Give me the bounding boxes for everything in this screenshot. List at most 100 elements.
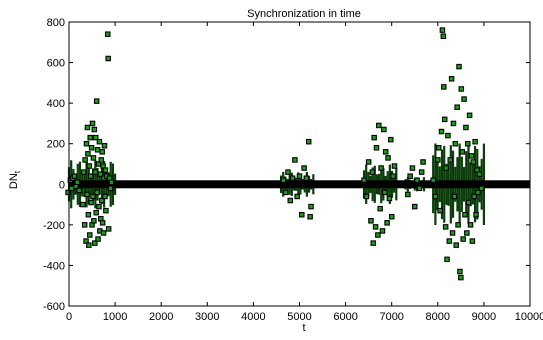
data-point — [460, 236, 466, 242]
data-point — [376, 122, 382, 129]
data-point — [81, 222, 88, 228]
x-tick-label: 9000 — [472, 311, 496, 323]
data-point — [102, 193, 108, 200]
x-tick-label: 7000 — [379, 311, 403, 323]
data-point — [465, 199, 472, 206]
data-point — [92, 134, 99, 141]
data-point — [280, 177, 287, 183]
data-point — [86, 232, 93, 238]
data-point — [100, 230, 107, 236]
data-point — [453, 242, 459, 248]
data-point — [381, 126, 387, 133]
data-point — [94, 147, 101, 153]
y-tick-label: 0 — [59, 179, 65, 191]
x-tick-label: 1000 — [103, 311, 127, 323]
data-point — [81, 169, 87, 175]
data-point — [289, 175, 296, 181]
data-point — [86, 163, 93, 169]
y-axis-label-subscript: t — [13, 170, 22, 173]
data-point — [93, 98, 100, 104]
data-point — [420, 159, 426, 165]
y-tick-label: -600 — [43, 301, 65, 313]
y-axis: -600 -400 -200 0 200 400 600 800 — [43, 17, 530, 313]
data-point — [405, 191, 411, 198]
data-point — [363, 193, 370, 200]
y-tick-label: -200 — [43, 220, 65, 232]
chart-title: Synchronization in time — [247, 8, 361, 20]
data-point — [99, 220, 106, 226]
x-tick-label: 8000 — [426, 311, 450, 323]
data-point — [65, 189, 71, 196]
data-point — [452, 140, 459, 147]
data-point — [305, 138, 312, 145]
data-point — [88, 199, 94, 206]
data-point — [441, 84, 447, 90]
data-point — [435, 145, 442, 151]
data-point — [459, 149, 465, 155]
y-axis-label: DNt — [8, 170, 22, 189]
data-point — [95, 236, 101, 242]
data-point — [390, 173, 396, 179]
data-point — [438, 128, 445, 135]
data-point — [454, 104, 460, 110]
data-point — [391, 163, 398, 169]
data-point — [92, 169, 99, 175]
data-point — [465, 140, 471, 147]
data-point — [382, 189, 388, 196]
data-point — [102, 167, 109, 173]
data-point — [299, 211, 305, 218]
data-point — [74, 179, 81, 186]
data-point — [83, 140, 90, 147]
x-tick-label: 6000 — [333, 311, 357, 323]
data-point — [369, 169, 376, 175]
data-point — [407, 173, 413, 179]
data-point — [94, 189, 100, 196]
data-point — [301, 165, 307, 171]
data-point — [98, 157, 105, 163]
y-tick-label: -400 — [43, 260, 65, 272]
data-point — [104, 31, 111, 37]
data-point — [411, 203, 418, 210]
data-point — [377, 205, 383, 212]
data-point — [103, 207, 109, 214]
y-tick-label: 200 — [47, 139, 65, 151]
data-point — [476, 171, 483, 177]
data-point — [444, 256, 450, 263]
data-point — [461, 96, 467, 102]
data-point — [296, 173, 303, 179]
data-point — [373, 145, 380, 151]
y-tick-label: 600 — [47, 58, 65, 70]
data-point — [446, 238, 453, 244]
data-point — [90, 193, 96, 200]
data-point — [371, 134, 377, 141]
x-tick-label: 3000 — [195, 311, 219, 323]
data-point — [464, 230, 470, 236]
data-point — [107, 185, 114, 192]
data-point — [451, 193, 458, 200]
data-point — [96, 138, 103, 145]
data-point — [105, 55, 111, 62]
data-point — [418, 169, 425, 175]
data-point — [85, 151, 91, 157]
data-point — [382, 149, 389, 155]
x-tick-label: 5000 — [287, 311, 311, 323]
data-point — [308, 203, 314, 210]
data-point — [441, 116, 448, 123]
data-point — [294, 193, 300, 200]
data-point — [71, 173, 78, 179]
data-point — [432, 193, 439, 200]
data-point — [456, 63, 462, 70]
data-point — [458, 274, 464, 281]
data-point — [442, 224, 449, 230]
data-point — [101, 142, 108, 149]
data-point — [370, 240, 377, 246]
data-point — [409, 165, 416, 171]
y-tick-label: 800 — [47, 17, 65, 29]
data-point — [378, 165, 384, 171]
data-point — [447, 157, 453, 163]
data-point — [108, 179, 115, 186]
data-point — [472, 138, 478, 145]
data-point — [92, 240, 98, 246]
x-axis-label: t — [302, 322, 305, 334]
